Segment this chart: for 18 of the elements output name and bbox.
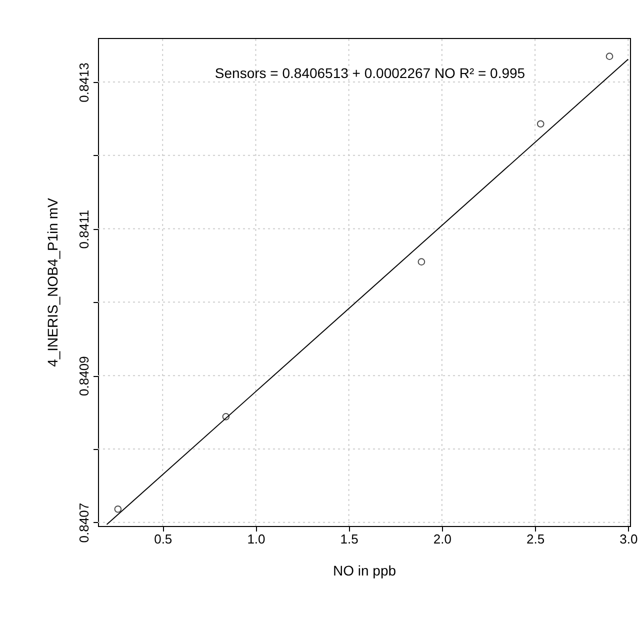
y-tick-label: 0.8407 bbox=[76, 502, 92, 543]
x-tick-label: 1.5 bbox=[340, 532, 358, 546]
point bbox=[606, 52, 614, 60]
x-axis-title: NO in ppb bbox=[332, 562, 396, 578]
point bbox=[222, 413, 230, 420]
y-tick-label: 0.8413 bbox=[76, 62, 92, 102]
y-axis-title: 4_INERIS_NOB4_P1in mV bbox=[44, 197, 60, 367]
y-tick-label: 0.8409 bbox=[76, 356, 92, 396]
point bbox=[114, 505, 122, 513]
x-tick-label: 2.0 bbox=[433, 532, 452, 546]
x-tick-label: 1.0 bbox=[247, 532, 266, 546]
y-tick-label: 0.8411 bbox=[76, 210, 92, 249]
point bbox=[536, 120, 544, 128]
point bbox=[418, 258, 426, 266]
x-tick-label: 2.5 bbox=[526, 532, 545, 546]
annotation: Sensors = 0.8406513 + 0.0002267 NO R² = 0.995 bbox=[214, 65, 526, 81]
x-tick-label: 0.5 bbox=[154, 532, 172, 546]
x-tick-label: 3.0 bbox=[620, 532, 638, 546]
